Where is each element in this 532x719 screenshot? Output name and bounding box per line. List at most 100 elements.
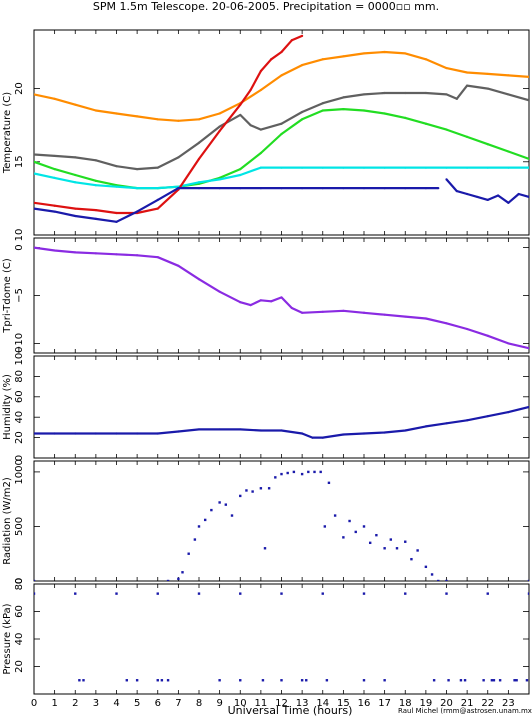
data-point [321, 187, 324, 190]
data-point [301, 187, 304, 190]
data-point [383, 187, 386, 190]
data-point [290, 39, 293, 42]
data-point [321, 58, 324, 61]
data-point [259, 151, 262, 155]
series-line [34, 246, 529, 350]
x-tick-label: 0 [31, 698, 37, 709]
data-point [525, 679, 529, 682]
data-point [230, 514, 234, 517]
data-point [239, 168, 242, 171]
data-point [136, 187, 139, 190]
x-tick-label: 8 [196, 698, 202, 709]
data-point [342, 166, 345, 169]
data-point [362, 592, 366, 595]
x-tick-label: 7 [175, 698, 181, 709]
data-point [74, 156, 77, 159]
data-point [74, 251, 77, 254]
data-point [342, 107, 345, 111]
data-point [94, 252, 97, 255]
data-point [177, 119, 180, 122]
y-axis-label: Humidity (%) [2, 374, 13, 440]
data-point [498, 679, 502, 682]
data-point [239, 592, 242, 595]
data-point [74, 103, 77, 106]
data-point [34, 160, 36, 163]
data-point [492, 679, 496, 682]
x-tick-label: 16 [358, 698, 371, 709]
data-point [115, 220, 118, 223]
x-tick-label: 9 [216, 698, 222, 709]
data-point [280, 132, 283, 136]
data-point [301, 34, 304, 37]
data-point [445, 422, 448, 425]
data-point [259, 128, 262, 131]
data-point [515, 679, 518, 682]
data-point [34, 207, 36, 210]
data-point [424, 166, 427, 169]
data-point [507, 93, 510, 96]
data-point [300, 679, 304, 682]
data-point [249, 88, 252, 92]
data-point [342, 55, 345, 58]
y-tick-label: 0 [14, 244, 25, 250]
data-point [383, 50, 386, 54]
data-point [115, 432, 118, 435]
data-point [424, 91, 427, 95]
credit-text: Raul Michel (rmm@astrosen.unam.mx) [398, 707, 532, 715]
data-point [404, 540, 407, 543]
data-point [251, 490, 254, 493]
data-point [136, 254, 139, 257]
data-point [34, 153, 36, 156]
data-point [53, 432, 56, 435]
data-point [445, 66, 448, 70]
data-point [34, 172, 36, 175]
data-point [404, 187, 407, 190]
panel-frame [33, 583, 530, 695]
data-point [383, 431, 386, 434]
data-point [507, 201, 510, 204]
data-point [342, 187, 345, 190]
data-point [327, 481, 331, 485]
data-point [445, 166, 448, 169]
y-tick-label: 60 [14, 605, 25, 618]
data-point [445, 178, 448, 181]
y-tick-label: 1000 [14, 459, 25, 484]
data-point [325, 679, 329, 682]
data-point [136, 210, 139, 213]
data-point [34, 432, 36, 435]
y-tick-label: 20 [14, 431, 25, 444]
data-point [432, 679, 436, 682]
data-point [94, 217, 97, 220]
x-tick-label: 19 [420, 698, 433, 709]
data-point [342, 309, 345, 312]
x-tick-label: 14 [316, 698, 329, 709]
data-point [259, 69, 262, 73]
data-point [383, 679, 386, 682]
pressure-panel: 20 40 60 80 Pressure (kPa) [2, 578, 530, 695]
data-point [437, 187, 440, 190]
data-point [203, 518, 207, 522]
data-point [280, 472, 283, 476]
x-tick-label: 18 [399, 698, 412, 709]
y-tick-label: −5 [14, 288, 25, 303]
data-point [319, 470, 322, 474]
data-point [466, 135, 469, 138]
data-point [424, 58, 427, 61]
y-tick-label: 0 [14, 578, 25, 584]
data-point [218, 290, 221, 293]
data-point [218, 178, 221, 181]
x-tick-label: 10 [234, 698, 247, 709]
data-point [53, 168, 56, 171]
data-point [286, 471, 289, 475]
data-point [362, 679, 366, 682]
data-point [280, 50, 283, 54]
data-point [177, 577, 180, 581]
data-point [445, 93, 448, 96]
data-point [74, 207, 77, 210]
data-point [362, 52, 366, 55]
data-point [323, 525, 327, 528]
data-point [507, 342, 510, 345]
data-point [292, 470, 296, 474]
